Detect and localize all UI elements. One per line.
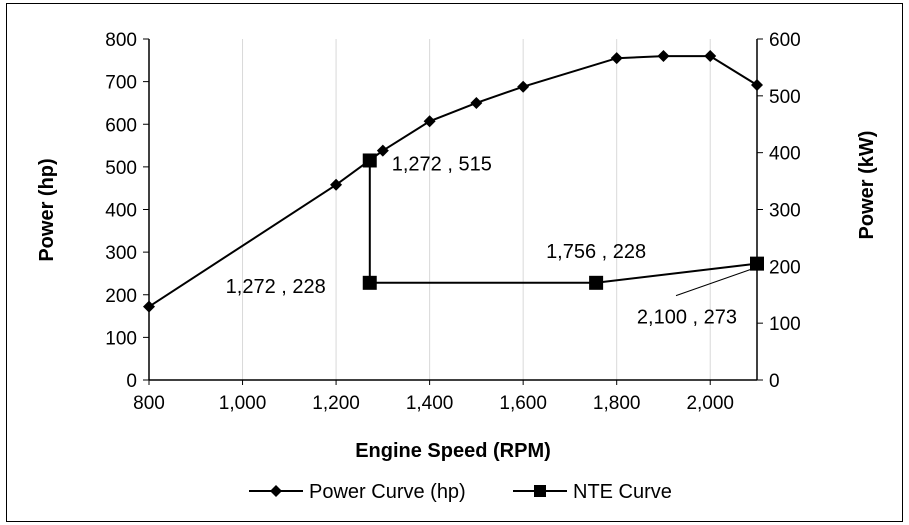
power-curve-point (610, 52, 623, 65)
y2-tick-label: 300 (769, 201, 801, 222)
series (148, 55, 758, 308)
y2-axis-title: Power (kW) (856, 131, 878, 240)
x-tick-label: 1,600 (499, 393, 547, 414)
power-curve-point (330, 178, 343, 191)
y2-tick-label: 600 (769, 30, 801, 51)
nte-curve-line (368, 160, 758, 284)
power-curve-point (704, 50, 717, 63)
power-curve-point (657, 50, 670, 63)
power-curve-point (751, 79, 763, 92)
data-label: 1,272 , 515 (392, 153, 492, 175)
power-curve-point (376, 144, 389, 157)
nte-curve-point (362, 275, 377, 290)
legend-diamond-icon (270, 485, 282, 497)
y2-tick-label: 0 (769, 371, 780, 392)
legend-square-icon (534, 485, 546, 497)
labels: 800 1,000 1,200 1,400 1,600 1,800 2,000 0 100 200… (105, 30, 800, 414)
data-label: 1,272 , 228 (226, 276, 326, 298)
axes (143, 38, 763, 385)
power-curve-point (143, 300, 155, 313)
y-tick-label: 800 (105, 30, 137, 51)
y2-tick-label: 500 (769, 87, 801, 108)
nte-curve-point (750, 256, 764, 271)
data-label-leader (675, 268, 754, 297)
y-tick-label: 500 (105, 158, 137, 179)
y-tick-label: 100 (105, 328, 137, 349)
x-tick-label: 1,400 (406, 393, 454, 414)
legend: Power Curve (hp) NTE Curve (249, 481, 672, 503)
y-tick-label: 400 (105, 201, 137, 222)
nte-curve-point (362, 153, 377, 168)
y2-tick-label: 200 (769, 257, 801, 278)
x-tick-label: 1,200 (312, 393, 360, 414)
legend-label-nte: NTE Curve (573, 481, 672, 503)
power-curve-point (470, 96, 483, 109)
data-label: 2,100 , 273 (637, 307, 737, 329)
y-tick-label: 700 (105, 73, 137, 94)
power-curve-point (423, 115, 436, 128)
legend-label-power: Power Curve (hp) (309, 481, 466, 503)
y-axis-title: Power (hp) (36, 158, 58, 261)
y2-tick-label: 400 (769, 144, 801, 165)
x-tick-label: 2,000 (686, 393, 734, 414)
y-tick-label: 0 (126, 371, 137, 392)
y2-tick-label: 100 (769, 314, 801, 335)
x-tick-label: 1,800 (593, 393, 641, 414)
y-tick-label: 300 (105, 243, 137, 264)
y-tick-label: 600 (105, 115, 137, 136)
x-tick-label: 800 (133, 393, 165, 414)
x-axis-title: Engine Speed (RPM) (355, 440, 551, 462)
data-label: 1,756 , 228 (546, 241, 646, 263)
nte-curve-point (589, 275, 604, 290)
gridlines (148, 39, 758, 380)
markers (143, 50, 764, 313)
x-tick-label: 1,000 (219, 393, 267, 414)
power-curve-line (148, 55, 758, 308)
power-curve-point (517, 80, 530, 93)
y-tick-label: 200 (105, 286, 137, 307)
